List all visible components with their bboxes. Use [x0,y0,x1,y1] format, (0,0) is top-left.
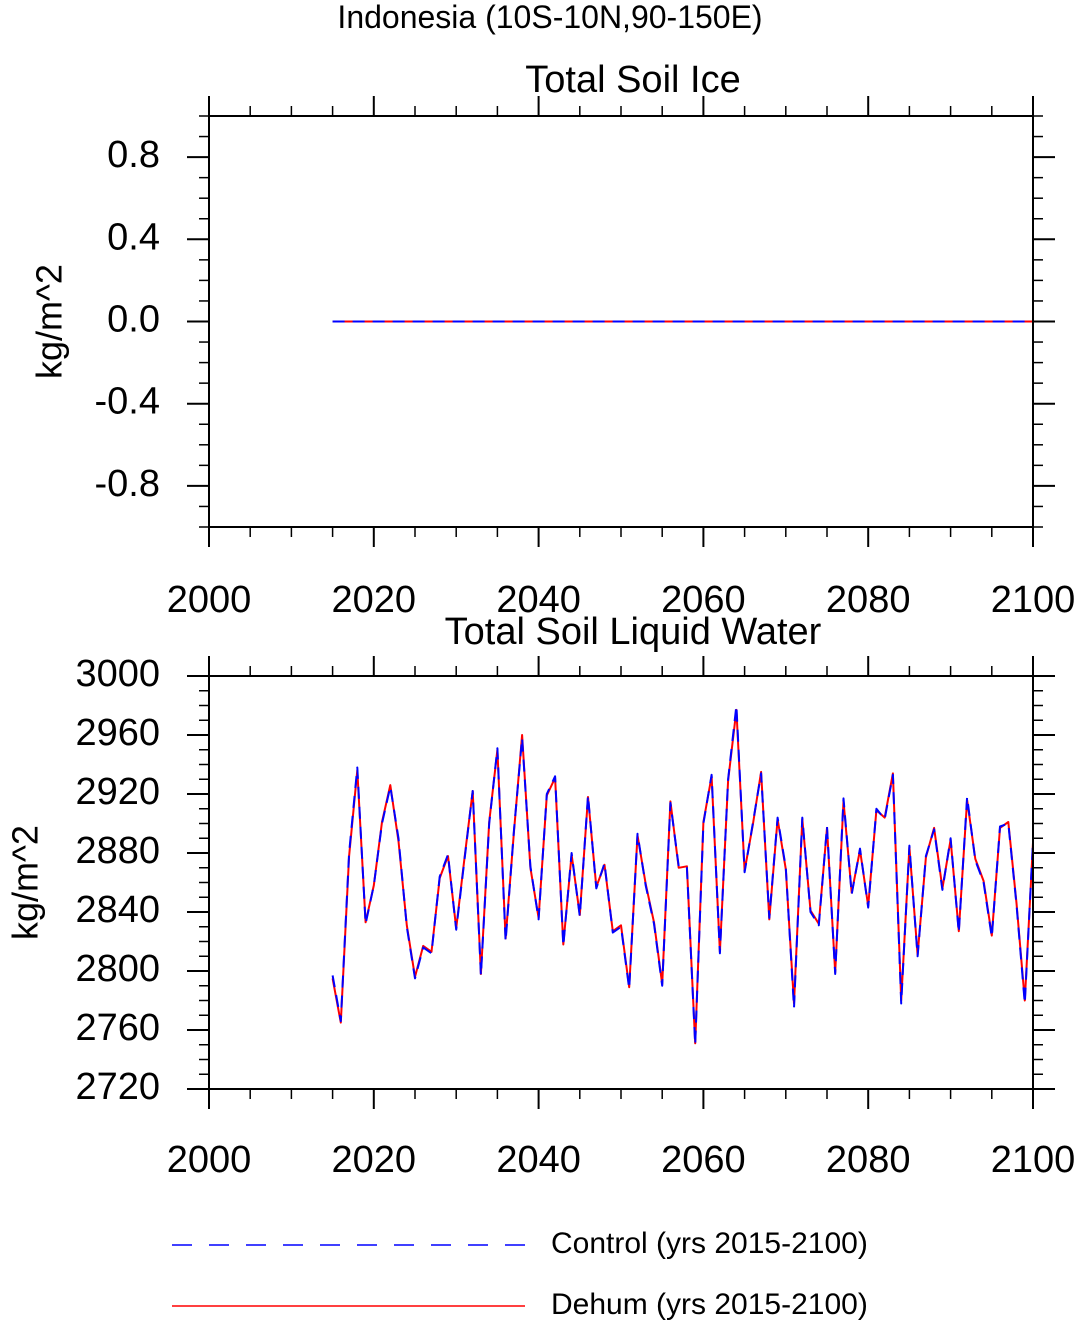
plot-frame [208,675,1034,1090]
y-tick-label: 0.8 [107,134,160,176]
figure-title: Indonesia (10S-10N,90-150E) [337,0,762,35]
y-tick-label: 2800 [75,948,160,990]
x-tick-label: 2020 [332,1139,417,1181]
legend: Control (yrs 2015-2100) Dehum (yrs 2015-2… [172,1227,868,1321]
chart-title: Total Soil Ice [525,59,740,101]
y-tick-label: 0.4 [107,216,160,258]
y-tick-label: 2920 [75,771,160,813]
chart-panel-2: Total Soil Liquid Water kg/m^2 2000 2020 204… [5,611,1076,1181]
y-tick-label: 2760 [75,1007,160,1049]
series-line-control [331,704,1033,1046]
x-tick-label: 2060 [661,579,746,621]
legend-label: Control (yrs 2015-2100) [551,1227,868,1260]
y-tick-label: 2960 [75,712,160,754]
x-tick-label: 2040 [496,579,581,621]
chart-title: Total Soil Liquid Water [445,611,822,653]
x-tick-label: 2000 [167,579,252,621]
y-tick-label: -0.4 [95,381,160,423]
series-line-dehum [331,708,1033,1045]
x-tick-label: 2080 [826,579,911,621]
x-tick-label: 2080 [826,1139,911,1181]
y-axis-label: kg/m^2 [29,264,70,379]
legend-label: Dehum (yrs 2015-2100) [551,1288,868,1321]
panels: Total Soil Ice kg/m^2 2000 2020 2040 2060 2080… [5,59,1076,1181]
y-tick-label: 2880 [75,830,160,872]
x-tick-label: 2060 [661,1139,746,1181]
chart-panel-1: Total Soil Ice kg/m^2 2000 2020 2040 2060 2080… [29,59,1076,621]
x-tick-label: 2020 [332,579,417,621]
x-tick-label: 2000 [167,1139,252,1181]
series-group [331,704,1033,1046]
y-axis-label: kg/m^2 [5,825,46,940]
y-tick-label: -0.8 [95,463,160,505]
y-tick-label: 0.0 [107,299,160,341]
x-tick-label: 2100 [991,1139,1076,1181]
x-tick-label: 2100 [991,579,1076,621]
y-tick-label: 3000 [75,653,160,695]
y-tick-label: 2840 [75,889,160,931]
y-tick-label: 2720 [75,1066,160,1108]
legend-item-dehum: Dehum (yrs 2015-2100) [172,1288,868,1321]
legend-item-control: Control (yrs 2015-2100) [172,1227,868,1260]
x-tick-label: 2040 [496,1139,581,1181]
